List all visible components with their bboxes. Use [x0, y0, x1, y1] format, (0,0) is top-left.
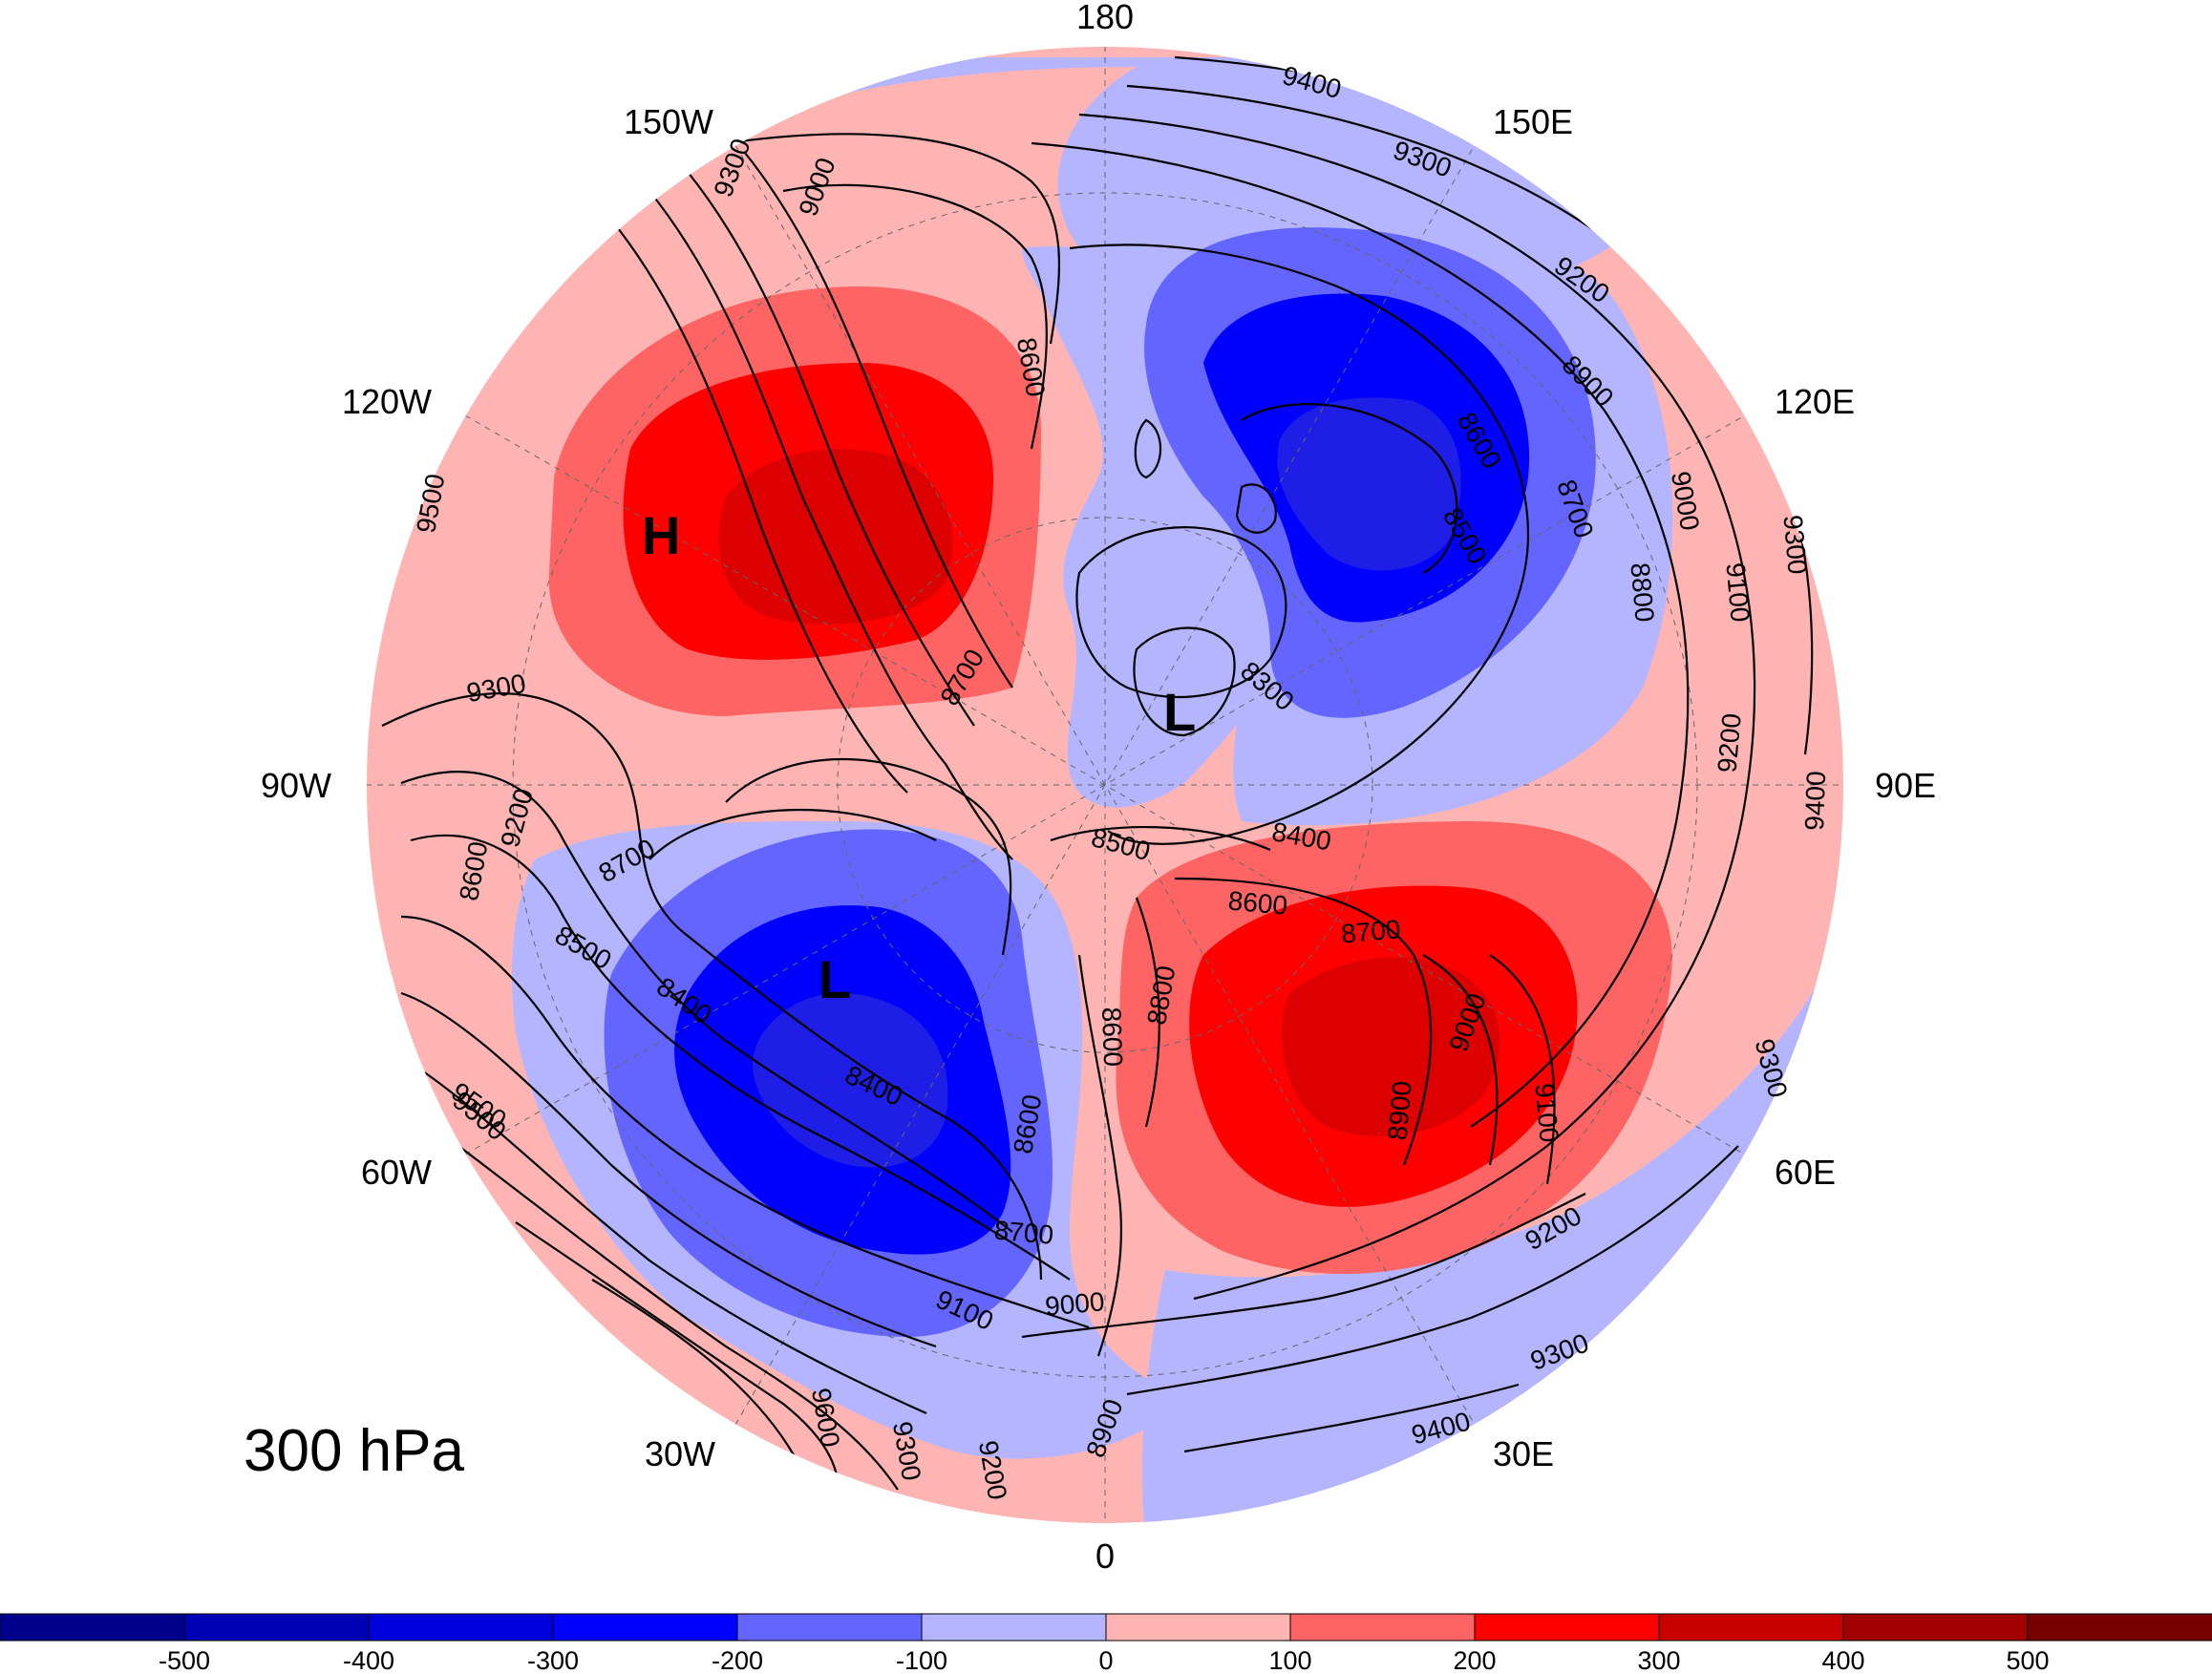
contour-line — [1135, 897, 1161, 1128]
lon-label-30w: 30W — [645, 1434, 715, 1473]
contour-line — [725, 757, 1012, 956]
lon-label-60e: 60E — [1775, 1153, 1836, 1192]
contour-label: 9200 — [1712, 712, 1746, 774]
lon-label-90e: 90E — [1875, 766, 1936, 805]
lon-label-120e: 120E — [1775, 382, 1855, 421]
colorbar-tick-label: 400 — [1821, 1646, 1864, 1674]
contour-line — [410, 834, 1071, 1281]
lon-label-30e: 30E — [1493, 1434, 1554, 1473]
contour-line — [1077, 954, 1123, 1357]
contour-line — [1031, 141, 1690, 1128]
anomaly-neg-4-northeast — [1277, 397, 1461, 571]
colorbar-tick-label: -400 — [343, 1646, 394, 1674]
contour-label: 8900 — [1382, 1080, 1416, 1142]
contour-line — [1174, 877, 1433, 1166]
contour-line — [1075, 526, 1287, 699]
contour-line — [649, 808, 937, 860]
lon-label-180: 180 — [1076, 0, 1134, 36]
lon-label-60w: 60W — [361, 1153, 432, 1192]
contour-line — [1069, 244, 1530, 845]
colorbar-bin — [921, 1613, 1107, 1642]
contour-line — [400, 915, 1090, 1329]
contour-line — [381, 692, 1043, 1281]
colorbar-bin — [736, 1613, 923, 1642]
map-boundary — [365, 45, 1845, 1525]
colorbar-tick-label: -200 — [712, 1646, 763, 1674]
anomaly-pos-4-west — [718, 449, 953, 625]
colorbar-tick-label: 0 — [1098, 1646, 1113, 1674]
colorbar-tick-label: 100 — [1268, 1646, 1311, 1674]
contour-line — [1422, 954, 1499, 1166]
contour-line — [1050, 825, 1271, 852]
colorbar-tick-label: -300 — [527, 1646, 579, 1674]
contour-line — [725, 133, 1061, 345]
lon-label-0: 0 — [1095, 1536, 1115, 1576]
colorbar-tick-label: -500 — [159, 1646, 210, 1674]
contour-line — [782, 183, 1048, 450]
contour-line — [744, 152, 1013, 689]
colorbar-bin — [2027, 1613, 2212, 1642]
colorbar-bin — [368, 1613, 554, 1642]
lon-label-150e: 150E — [1493, 102, 1573, 141]
anomaly-neg-4-southwest — [753, 993, 948, 1168]
contour-label: 8700 — [1340, 914, 1402, 948]
lon-label-120w: 120W — [342, 382, 432, 421]
contour-label: 8800 — [1625, 562, 1659, 624]
low-center-marker: L — [1163, 682, 1196, 742]
contour-line — [1489, 954, 1556, 1185]
contour-line — [1183, 1383, 1520, 1453]
colorbar: -500 -400 -300 -200 -100 0 100 200 300 400 500 — [0, 1613, 2212, 1674]
colorbar-tick-label: 200 — [1453, 1646, 1496, 1674]
colorbar-bin — [1474, 1613, 1660, 1642]
contour-label: 9300 — [1777, 514, 1812, 576]
contour-line — [1126, 1145, 1739, 1396]
contour-line — [419, 1069, 927, 1415]
contour-label: 8600 — [1227, 885, 1289, 920]
contour-label: 9400 — [1799, 771, 1831, 831]
contour-label: 9000 — [1044, 1286, 1106, 1321]
height-contours — [381, 55, 1844, 1510]
contour-line — [457, 1145, 899, 1491]
lon-label-150w: 150W — [624, 102, 713, 141]
contour-label: 9100 — [1529, 1082, 1563, 1144]
lon-label-90w: 90W — [261, 766, 331, 805]
contour-label: 9100 — [1720, 562, 1755, 624]
colorbar-bin — [183, 1613, 370, 1642]
colorbar-tick-label: 300 — [1637, 1646, 1680, 1674]
contour-line — [610, 219, 908, 794]
contour-label: 8700 — [993, 1215, 1055, 1249]
contour-line — [1133, 626, 1236, 737]
contour-label: 8600 — [1096, 1007, 1128, 1067]
contour-line — [649, 190, 1013, 860]
longitude-labels: 180 150E 120E 90E 60E 30E 0 30W 60W 90W … — [261, 0, 1936, 1576]
contour-line — [1235, 483, 1277, 534]
contour-line — [1021, 1193, 1586, 1339]
colorbar-bin — [1105, 1613, 1291, 1642]
contour-line — [1078, 113, 1756, 1301]
colorbar-tick-label: -100 — [896, 1646, 947, 1674]
anomaly-pos-4-southeast — [1282, 957, 1500, 1136]
high-center-marker: H — [642, 505, 680, 565]
contour-line — [591, 1279, 803, 1472]
contour-line — [400, 991, 937, 1348]
colorbar-bin — [1842, 1613, 2029, 1642]
colorbar-tick-label: 500 — [2006, 1646, 2049, 1674]
graticule — [366, 46, 1844, 1524]
colorbar-bin — [1289, 1613, 1476, 1642]
contour-line — [400, 771, 1013, 1233]
map-title: 300 hPa — [244, 1418, 465, 1484]
contour-line — [687, 171, 975, 727]
meridian-150 — [734, 144, 1476, 1426]
colorbar-bin — [0, 1613, 185, 1642]
colorbar-bin — [1658, 1613, 1844, 1642]
contour-line — [1241, 403, 1458, 574]
contour-line — [1134, 418, 1162, 479]
low-center-marker: L — [819, 949, 851, 1009]
contour-line — [515, 1221, 842, 1510]
colorbar-bin — [552, 1613, 738, 1642]
